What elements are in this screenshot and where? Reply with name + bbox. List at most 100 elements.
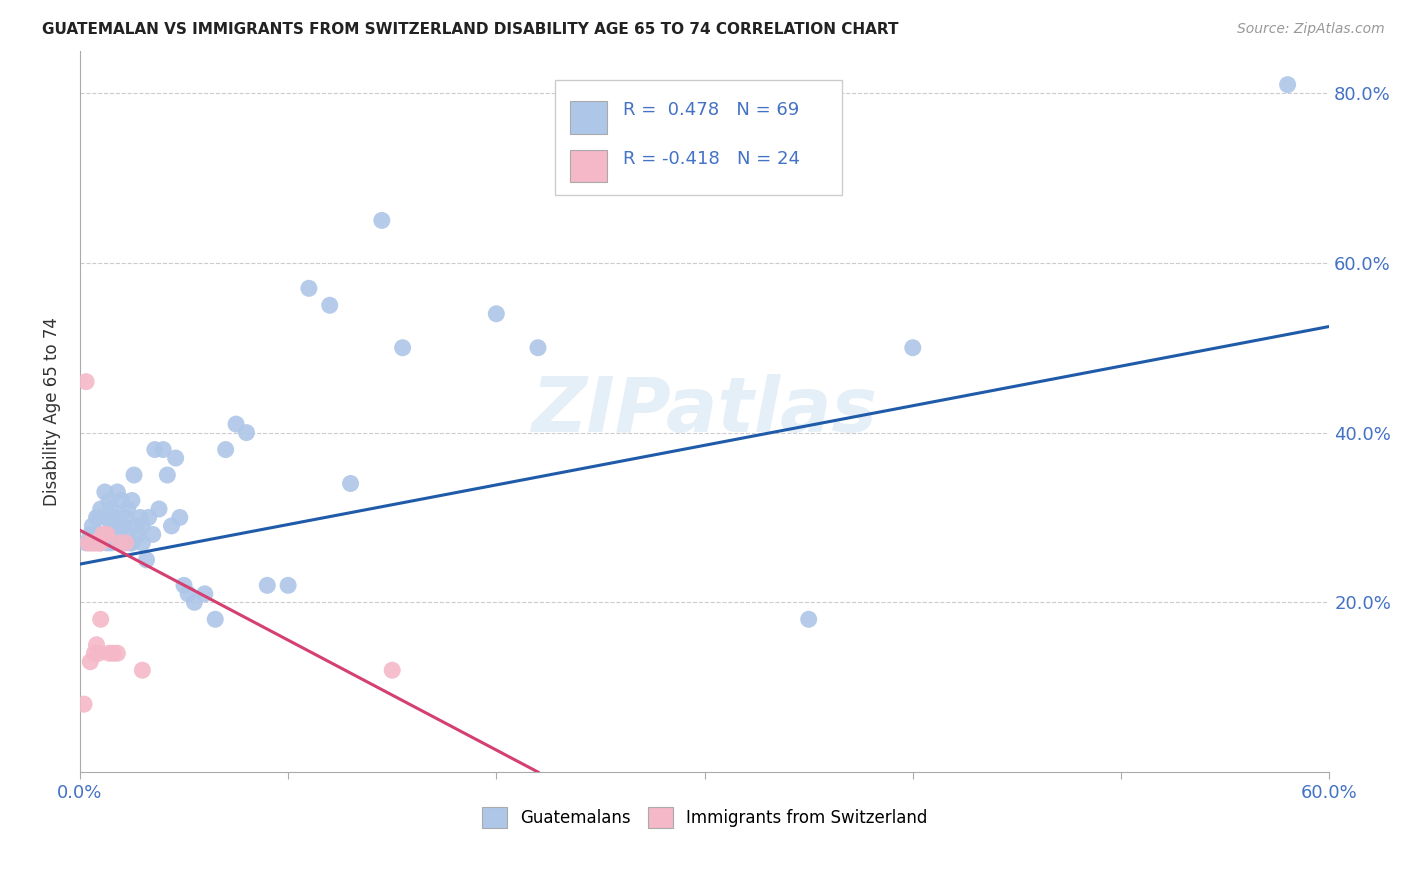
Point — [112, 519, 135, 533]
Point — [169, 510, 191, 524]
Point — [79, 536, 101, 550]
Point — [138, 510, 160, 524]
Point — [103, 527, 125, 541]
Point — [152, 442, 174, 457]
Point — [100, 502, 122, 516]
Point — [131, 519, 153, 533]
FancyBboxPatch shape — [569, 101, 607, 134]
Point — [77, 536, 100, 550]
Point — [165, 450, 187, 465]
Point — [131, 536, 153, 550]
Point — [108, 519, 131, 533]
Point — [391, 341, 413, 355]
Point — [235, 425, 257, 440]
Point — [105, 519, 128, 533]
Point — [96, 510, 118, 524]
Point — [214, 442, 236, 457]
Point — [319, 298, 342, 312]
Point — [98, 493, 121, 508]
Point — [901, 341, 924, 355]
Point — [82, 519, 104, 533]
Point — [127, 527, 149, 541]
Point — [105, 646, 128, 660]
Point — [797, 612, 820, 626]
Point — [103, 646, 125, 660]
Point — [110, 536, 132, 550]
Point — [87, 536, 110, 550]
Point — [142, 527, 165, 541]
Point — [108, 536, 131, 550]
Point — [96, 527, 118, 541]
Point — [110, 493, 132, 508]
Point — [75, 536, 97, 550]
Point — [135, 553, 157, 567]
Point — [129, 510, 152, 524]
Text: ZIPatlas: ZIPatlas — [531, 375, 877, 449]
Point — [90, 536, 112, 550]
Point — [73, 697, 96, 711]
Point — [125, 519, 148, 533]
FancyBboxPatch shape — [569, 150, 607, 182]
Legend: Guatemalans, Immigrants from Switzerland: Guatemalans, Immigrants from Switzerland — [474, 799, 935, 836]
Point — [156, 468, 179, 483]
Point — [91, 527, 114, 541]
Point — [98, 646, 121, 660]
Text: R =  0.478   N = 69: R = 0.478 N = 69 — [623, 101, 800, 119]
Point — [121, 536, 143, 550]
Point — [90, 612, 112, 626]
Point — [86, 638, 108, 652]
Point — [82, 536, 104, 550]
Point — [94, 527, 117, 541]
Point — [173, 578, 195, 592]
Point — [103, 510, 125, 524]
Point — [83, 536, 105, 550]
Point — [256, 578, 278, 592]
Text: Source: ZipAtlas.com: Source: ZipAtlas.com — [1237, 22, 1385, 37]
Point — [79, 527, 101, 541]
Point — [183, 595, 205, 609]
Point — [94, 485, 117, 500]
Point — [339, 476, 361, 491]
Point — [96, 536, 118, 550]
Point — [298, 281, 321, 295]
Point — [87, 510, 110, 524]
Point — [131, 663, 153, 677]
Point — [177, 587, 200, 601]
Point — [160, 519, 183, 533]
Point — [83, 646, 105, 660]
Point — [121, 493, 143, 508]
Point — [1277, 78, 1299, 92]
Point — [381, 663, 404, 677]
Point — [371, 213, 394, 227]
Point — [204, 612, 226, 626]
Point — [90, 536, 112, 550]
Point — [86, 536, 108, 550]
Point — [100, 519, 122, 533]
Point — [277, 578, 299, 592]
Point — [148, 502, 170, 516]
Point — [485, 307, 508, 321]
Point — [100, 536, 122, 550]
Point — [104, 510, 127, 524]
Point — [114, 536, 136, 550]
Point — [143, 442, 166, 457]
Point — [105, 485, 128, 500]
Point — [86, 510, 108, 524]
Text: GUATEMALAN VS IMMIGRANTS FROM SWITZERLAND DISABILITY AGE 65 TO 74 CORRELATION CH: GUATEMALAN VS IMMIGRANTS FROM SWITZERLAN… — [42, 22, 898, 37]
Y-axis label: Disability Age 65 to 74: Disability Age 65 to 74 — [44, 317, 60, 506]
Point — [112, 536, 135, 550]
Point — [527, 341, 550, 355]
Text: R = -0.418   N = 24: R = -0.418 N = 24 — [623, 150, 800, 168]
Point — [94, 527, 117, 541]
Point — [118, 536, 141, 550]
FancyBboxPatch shape — [554, 79, 842, 195]
Point — [87, 646, 110, 660]
Point — [117, 502, 139, 516]
Point — [75, 375, 97, 389]
Point — [79, 655, 101, 669]
Point — [90, 502, 112, 516]
Point — [83, 527, 105, 541]
Point — [114, 510, 136, 524]
Point — [114, 527, 136, 541]
Point — [194, 587, 217, 601]
